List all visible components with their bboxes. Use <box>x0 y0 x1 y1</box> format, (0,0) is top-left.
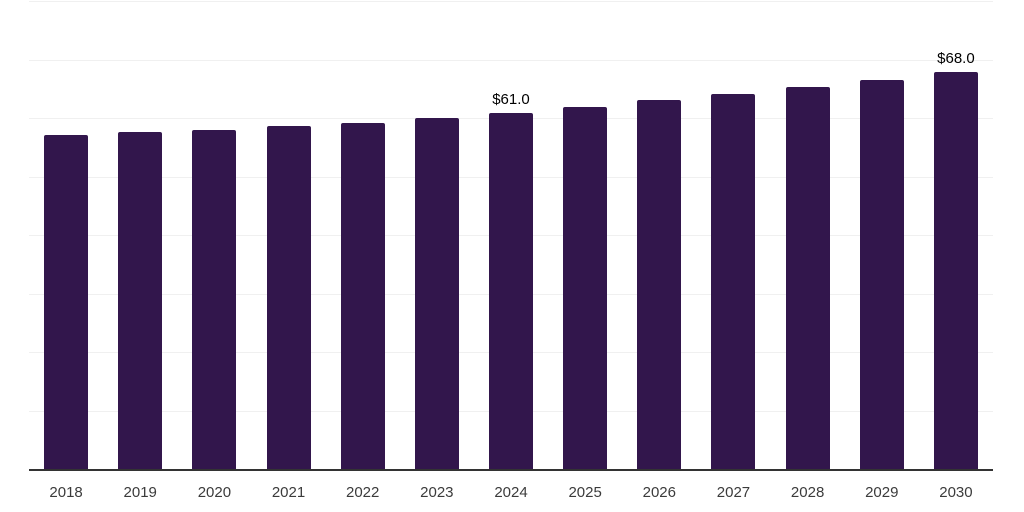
bar-value-label-2024: $61.0 <box>492 91 530 109</box>
bar-2020 <box>192 129 237 470</box>
x-tick-label-2028: 2028 <box>790 484 825 501</box>
x-axis-line <box>29 469 993 471</box>
x-tick-label-2021: 2021 <box>271 484 306 501</box>
bar-value-label-2030: $68.0 <box>937 50 975 68</box>
x-tick-label-2027: 2027 <box>716 484 751 501</box>
bar-2026 <box>637 100 682 470</box>
bar-2029 <box>859 79 904 470</box>
plot-area: $61.0 $68.0 <box>29 0 993 470</box>
x-tick-label-2025: 2025 <box>568 484 602 501</box>
bar-2018 <box>44 135 89 470</box>
x-tick-label-2026: 2026 <box>642 484 676 501</box>
gridline <box>29 1 993 2</box>
x-tick-label-2029: 2029 <box>865 484 899 501</box>
bar-2028 <box>785 87 830 470</box>
x-tick-label-2018: 2018 <box>49 484 83 501</box>
x-tick-label-2023: 2023 <box>420 484 454 501</box>
x-tick-label-2022: 2022 <box>346 484 380 501</box>
bar-2019 <box>118 131 163 470</box>
bar-2022 <box>340 122 385 470</box>
bar-2023 <box>414 117 459 470</box>
x-axis: 2018 2019 2020 2021 2022 2023 2024 2025 2026 2027… <box>29 484 993 504</box>
bar-2021 <box>266 126 311 470</box>
bar-2024 <box>489 113 533 470</box>
x-tick-label-2030: 2030 <box>939 484 973 501</box>
bar-2025 <box>563 106 608 470</box>
x-tick-label-2024: 2024 <box>494 484 528 501</box>
x-tick-label-2019: 2019 <box>123 484 157 501</box>
x-tick-label-2020: 2020 <box>197 484 232 501</box>
gridline <box>29 59 993 61</box>
bar-2027 <box>711 93 756 470</box>
bar-2030 <box>933 72 978 470</box>
